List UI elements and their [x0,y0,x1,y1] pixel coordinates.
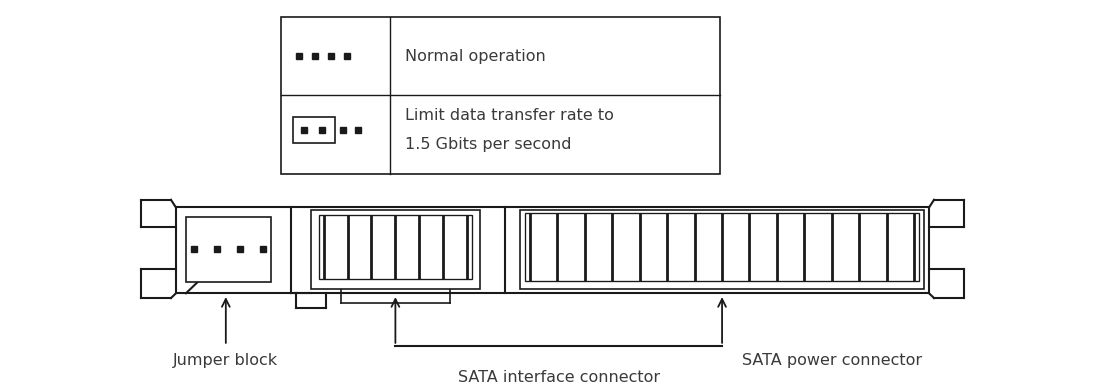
Bar [293,117,334,143]
Bar [520,210,924,288]
Text: SATA power connector: SATA power connector [742,354,922,368]
Text: Jumper block: Jumper block [174,354,278,368]
Bar [525,213,920,281]
Bar [186,217,271,282]
Text: 1.5 Gbits per second: 1.5 Gbits per second [406,137,572,152]
Bar [319,215,472,279]
Bar [310,210,481,288]
Text: Limit data transfer rate to: Limit data transfer rate to [406,108,614,123]
Text: Normal operation: Normal operation [406,49,546,64]
Text: SATA interface connector: SATA interface connector [458,370,660,384]
Bar [280,17,719,174]
